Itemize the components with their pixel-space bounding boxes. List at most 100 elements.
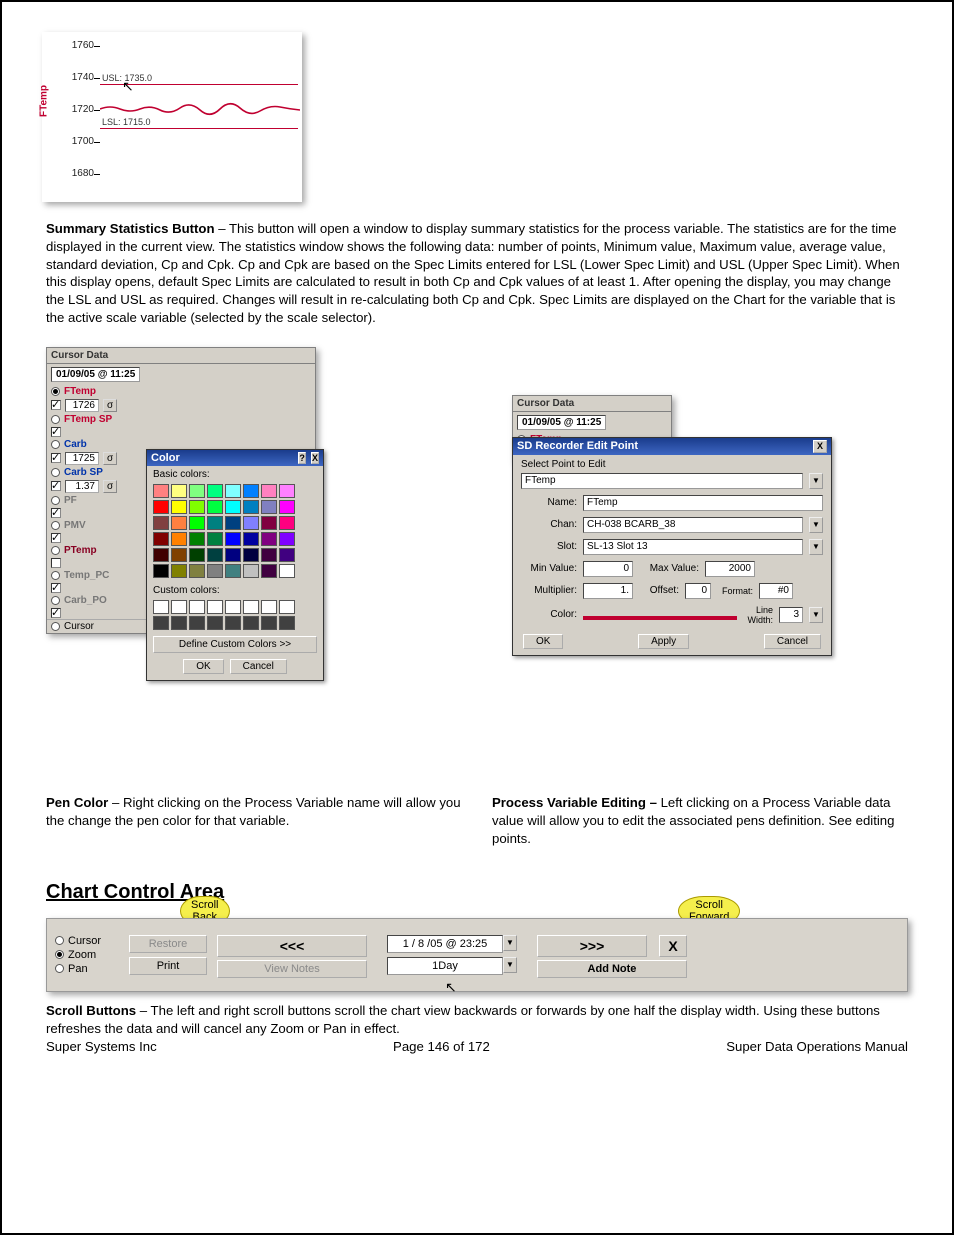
color-swatch[interactable]	[189, 500, 205, 514]
pv-name[interactable]: PTemp	[64, 545, 97, 556]
pv-radio[interactable]	[51, 571, 60, 580]
pv-name[interactable]: Carb	[64, 439, 87, 450]
pv-checkbox[interactable]	[51, 453, 61, 463]
color-swatch[interactable]	[171, 484, 187, 498]
pv-checkbox[interactable]	[51, 558, 61, 568]
pv-radio[interactable]	[51, 596, 60, 605]
color-swatch[interactable]	[225, 564, 241, 578]
color-swatch[interactable]	[189, 600, 205, 614]
cursor-row-radio[interactable]	[51, 622, 60, 631]
dropdown-caret-icon[interactable]: ▼	[809, 517, 823, 533]
color-swatch[interactable]	[207, 516, 223, 530]
pv-name[interactable]: Carb SP	[64, 467, 103, 478]
timespan-field[interactable]: 1Day	[387, 957, 503, 975]
color-swatch[interactable]	[225, 616, 241, 630]
color-swatch[interactable]	[225, 484, 241, 498]
color-swatch[interactable]	[243, 516, 259, 530]
pv-radio[interactable]	[51, 546, 60, 555]
color-swatch[interactable]	[261, 564, 277, 578]
color-swatch[interactable]	[243, 616, 259, 630]
color-swatch[interactable]	[261, 500, 277, 514]
color-swatch[interactable]	[153, 532, 169, 546]
color-swatch[interactable]	[207, 484, 223, 498]
color-swatch[interactable]	[225, 548, 241, 562]
color-swatch[interactable]	[225, 516, 241, 530]
color-swatch[interactable]	[243, 564, 259, 578]
mode-radio-pan[interactable]	[55, 964, 64, 973]
color-swatch[interactable]	[207, 548, 223, 562]
color-swatch[interactable]	[207, 564, 223, 578]
color-swatch[interactable]	[189, 548, 205, 562]
close-button[interactable]: X	[311, 452, 319, 464]
color-swatch[interactable]	[189, 484, 205, 498]
color-swatch[interactable]	[279, 600, 295, 614]
pv-radio[interactable]	[51, 468, 60, 477]
chan-dropdown[interactable]: CH-038 BCARB_38	[583, 517, 803, 533]
apply-button[interactable]: Apply	[638, 634, 689, 649]
color-swatch[interactable]	[207, 500, 223, 514]
restore-button[interactable]: Restore	[129, 935, 207, 953]
pv-radio[interactable]	[51, 496, 60, 505]
pv-name[interactable]: FTemp SP	[64, 414, 112, 425]
realtime-button[interactable]: X	[659, 935, 687, 957]
sigma-button[interactable]: σ	[103, 452, 117, 465]
offset-field[interactable]: 0	[685, 583, 711, 599]
pv-radio[interactable]	[51, 521, 60, 530]
scroll-forward-button[interactable]: >>>	[537, 935, 647, 957]
color-swatch[interactable]	[243, 600, 259, 614]
color-swatch[interactable]	[279, 548, 295, 562]
color-swatch[interactable]	[207, 616, 223, 630]
pv-name[interactable]: Carb_PO	[64, 595, 107, 606]
pv-checkbox[interactable]	[51, 608, 61, 618]
color-swatch[interactable]	[153, 564, 169, 578]
color-swatch[interactable]	[171, 616, 187, 630]
color-swatch[interactable]	[279, 532, 295, 546]
cancel-button[interactable]: Cancel	[764, 634, 821, 649]
color-swatch[interactable]	[171, 500, 187, 514]
pv-name[interactable]: FTemp	[64, 386, 96, 397]
color-swatch[interactable]	[261, 484, 277, 498]
select-point-dropdown[interactable]: FTemp	[521, 473, 803, 489]
add-note-button[interactable]: Add Note	[537, 960, 687, 978]
color-swatch[interactable]	[243, 548, 259, 562]
pv-value[interactable]: 1725	[65, 452, 99, 465]
color-swatch[interactable]	[171, 564, 187, 578]
color-swatch[interactable]	[189, 516, 205, 530]
color-swatch[interactable]	[243, 484, 259, 498]
dropdown-caret-icon[interactable]: ▼	[503, 935, 517, 951]
cancel-button[interactable]: Cancel	[230, 659, 287, 674]
color-dialog-titlebar[interactable]: Color ? X	[147, 450, 323, 466]
dropdown-caret-icon[interactable]: ▼	[809, 473, 823, 489]
scroll-back-button[interactable]: <<<	[217, 935, 367, 957]
pv-checkbox[interactable]	[51, 427, 61, 437]
datetime-field[interactable]: 1 / 8 /05 @ 23:25	[387, 935, 503, 953]
pv-name[interactable]: Temp_PC	[64, 570, 109, 581]
color-swatch[interactable]	[153, 616, 169, 630]
color-swatch[interactable]	[261, 532, 277, 546]
pv-checkbox[interactable]	[51, 508, 61, 518]
color-swatch[interactable]	[153, 516, 169, 530]
color-swatch[interactable]	[153, 548, 169, 562]
min-field[interactable]: 0	[583, 561, 633, 577]
define-custom-button[interactable]: Define Custom Colors >>	[153, 636, 317, 653]
color-swatch[interactable]	[225, 500, 241, 514]
sigma-button[interactable]: σ	[103, 399, 117, 412]
color-preview[interactable]	[583, 616, 737, 620]
color-swatch[interactable]	[279, 564, 295, 578]
mult-field[interactable]: 1.	[583, 583, 633, 599]
color-swatch[interactable]	[171, 600, 187, 614]
dropdown-caret-icon[interactable]: ▼	[809, 607, 823, 623]
color-swatch[interactable]	[261, 548, 277, 562]
mode-radio-zoom[interactable]	[55, 950, 64, 959]
color-swatch[interactable]	[207, 532, 223, 546]
pv-value[interactable]: 1.37	[65, 480, 99, 493]
pv-checkbox[interactable]	[51, 583, 61, 593]
pv-checkbox[interactable]	[51, 533, 61, 543]
max-field[interactable]: 2000	[705, 561, 755, 577]
pv-checkbox[interactable]	[51, 481, 61, 491]
color-swatch[interactable]	[189, 616, 205, 630]
linewidth-field[interactable]: 3	[779, 607, 803, 623]
ok-button[interactable]: OK	[523, 634, 563, 649]
color-swatch[interactable]	[153, 500, 169, 514]
edit-dialog-titlebar[interactable]: SD Recorder Edit Point X	[513, 438, 831, 455]
